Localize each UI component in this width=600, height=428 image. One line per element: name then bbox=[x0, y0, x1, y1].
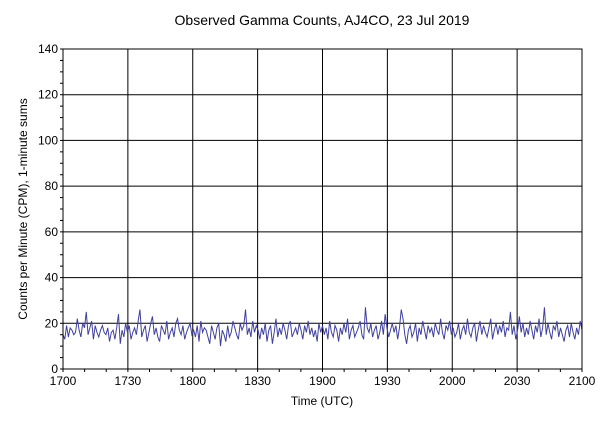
series-line-counts bbox=[62, 307, 583, 347]
x-tick-label: 1730 bbox=[115, 374, 142, 388]
y-tick-label: 120 bbox=[38, 88, 58, 102]
y-axis-label: Counts per Minute (CPM), 1-minute sums bbox=[16, 98, 30, 319]
chart-title: Observed Gamma Counts, AJ4CO, 23 Jul 201… bbox=[175, 12, 470, 28]
y-tick-label: 100 bbox=[38, 133, 58, 147]
x-tick-label: 1700 bbox=[50, 374, 77, 388]
x-tick-label: 1830 bbox=[244, 374, 271, 388]
x-axis-ticks: 1700 1730 1800 1830 1900 1930 2000 2030 2100 bbox=[50, 374, 596, 388]
y-tick-label: 80 bbox=[45, 179, 59, 193]
grid-lines bbox=[60, 48, 583, 372]
x-tick-label: 1800 bbox=[179, 374, 206, 388]
y-tick-label: 40 bbox=[45, 271, 59, 285]
plot-frame bbox=[62, 48, 583, 370]
series-layer bbox=[62, 307, 583, 347]
x-tick-label: 2000 bbox=[439, 374, 466, 388]
y-tick-label: 140 bbox=[38, 42, 58, 56]
x-tick-label: 1930 bbox=[374, 374, 401, 388]
x-tick-label: 2030 bbox=[504, 374, 531, 388]
x-tick-label: 2100 bbox=[569, 374, 596, 388]
y-axis-ticks: 0 20 40 60 80 100 120 140 bbox=[38, 42, 58, 376]
y-tick-label: 0 bbox=[51, 362, 58, 376]
x-tick-label: 1900 bbox=[309, 374, 336, 388]
y-tick-label: 20 bbox=[45, 316, 59, 330]
x-axis-label: Time (UTC) bbox=[291, 394, 353, 408]
y-tick-label: 60 bbox=[45, 225, 59, 239]
